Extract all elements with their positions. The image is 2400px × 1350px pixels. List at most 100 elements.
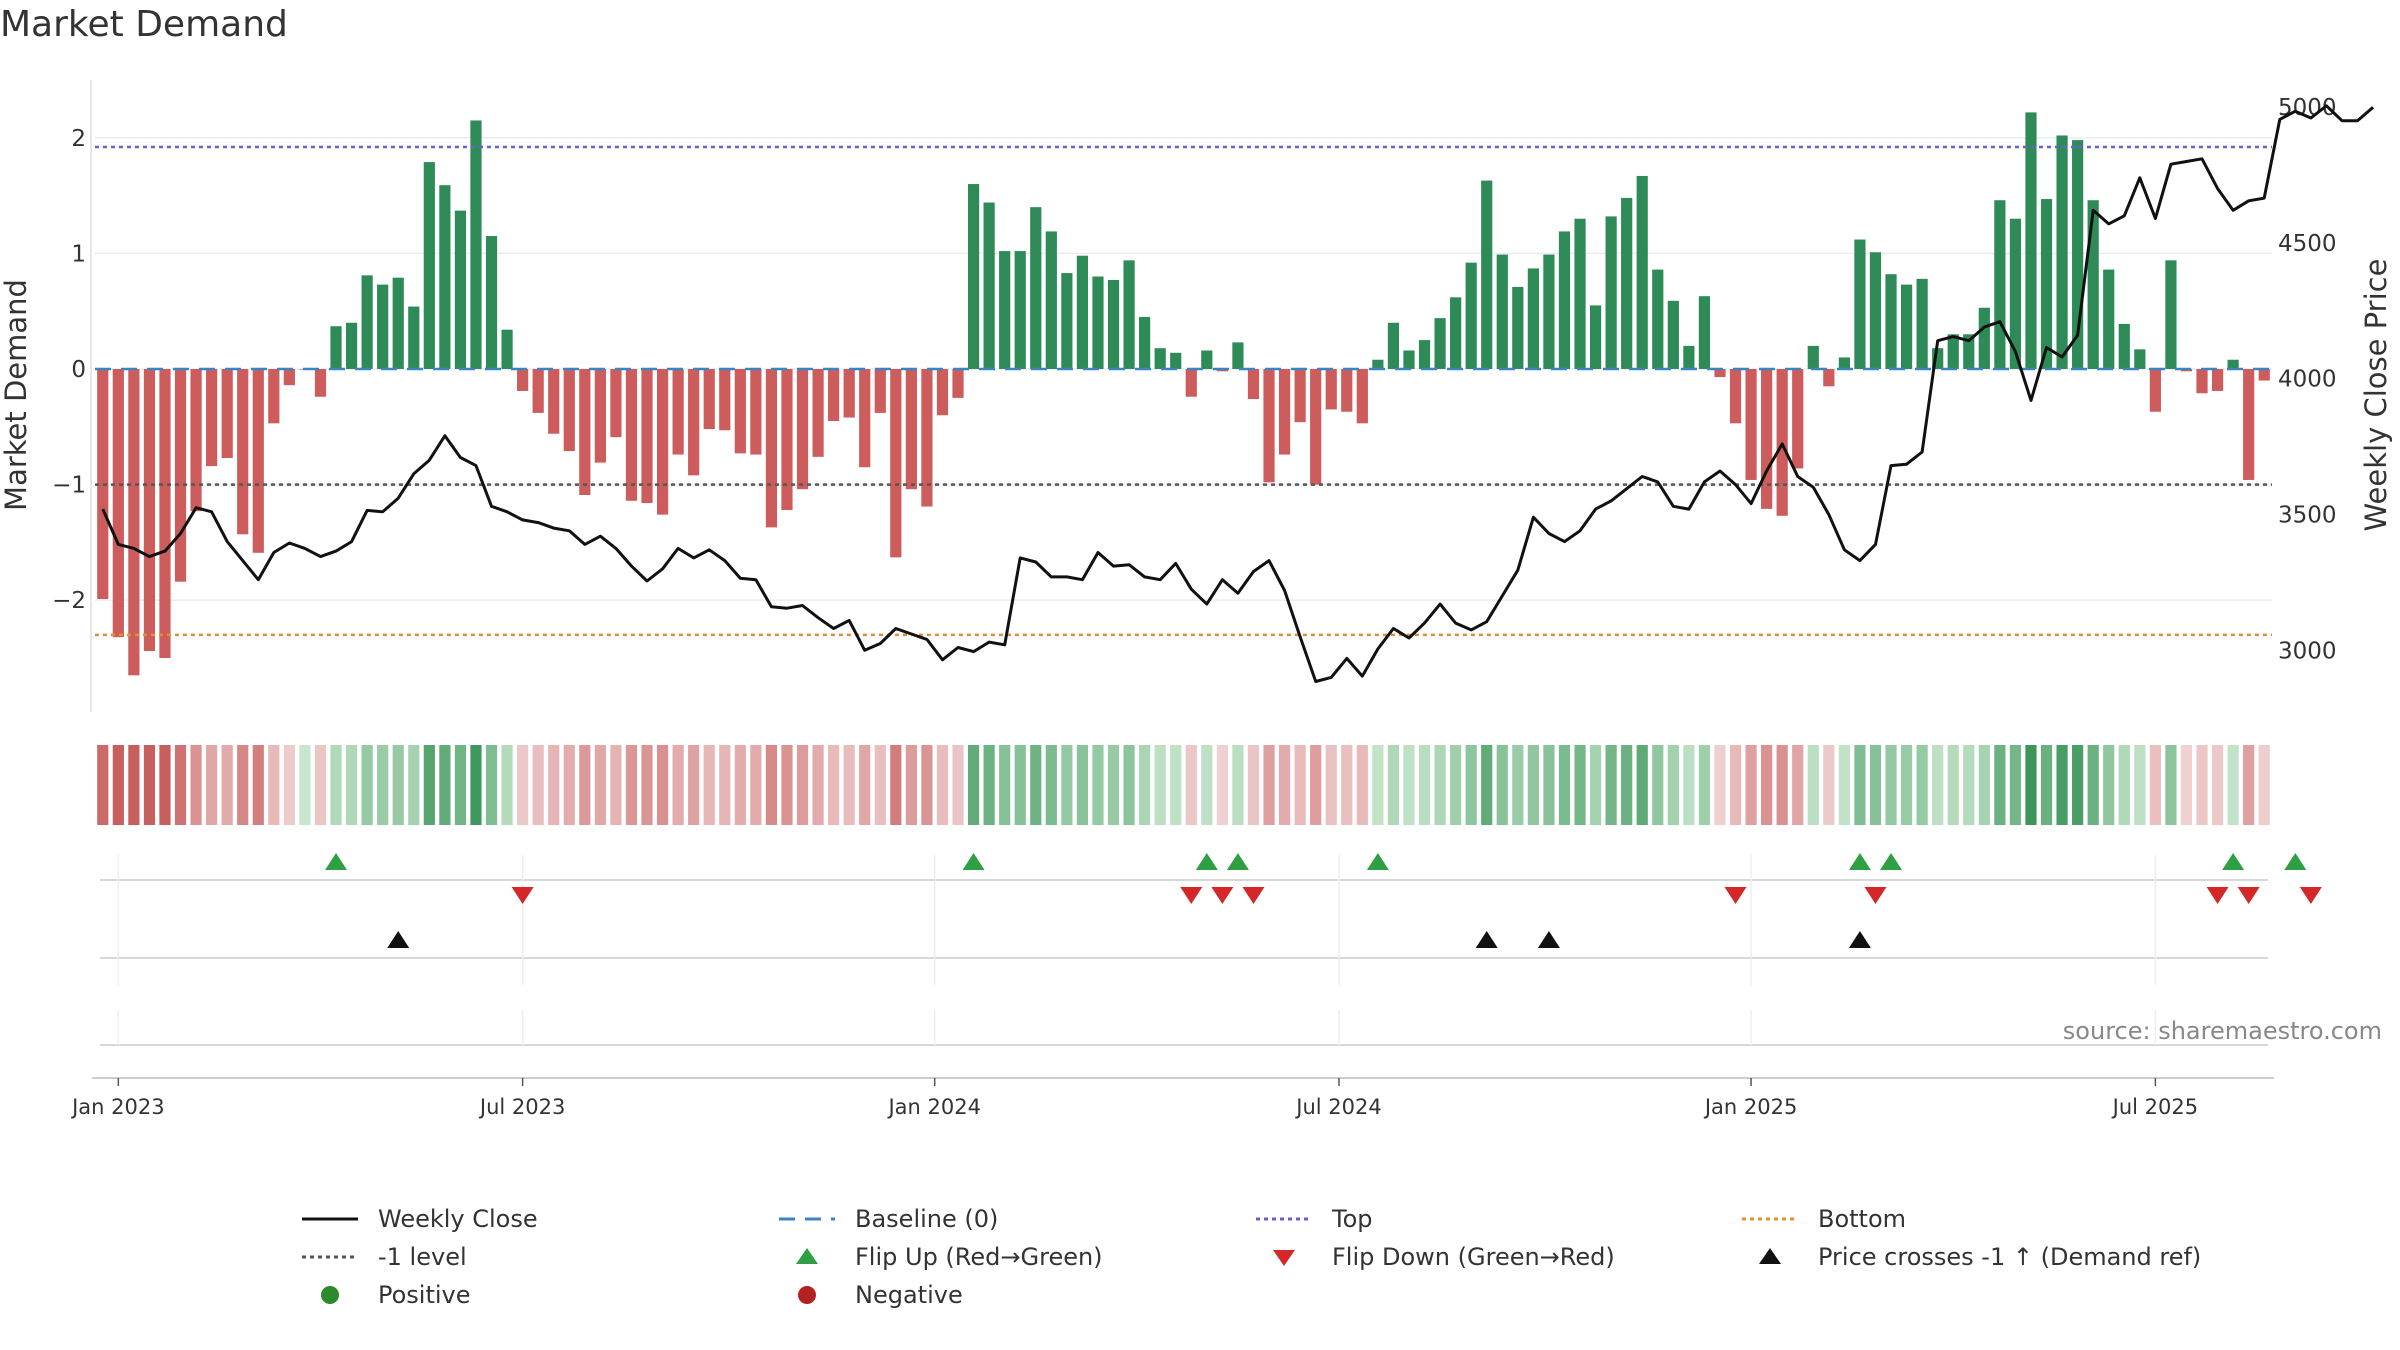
demand-strip-cell: [439, 745, 451, 825]
flip-up-marker: [1848, 853, 1871, 870]
demand-strip-cell: [1900, 745, 1913, 825]
negative-bar: [625, 368, 638, 501]
legend-top: Top: [1254, 1200, 1373, 1238]
flip-down-marker: [1864, 887, 1887, 904]
demand-strip-cell: [1201, 745, 1213, 825]
flip-down-marker: [1242, 887, 1265, 904]
negative-bar: [532, 368, 544, 413]
positive-bar: [1916, 278, 1928, 369]
demand-strip-cell: [1076, 745, 1089, 825]
negative-bar: [159, 368, 171, 658]
negative-bar: [688, 368, 700, 476]
negative-bar: [252, 368, 264, 553]
positive-bar: [1636, 175, 1648, 369]
negative-bar: [1325, 368, 1337, 410]
negative-bar: [936, 368, 949, 416]
left-tick-label: −1: [52, 473, 86, 499]
negative-bar: [579, 368, 591, 495]
legend-label: Negative: [855, 1281, 963, 1309]
positive-bar: [408, 306, 420, 369]
demand-strip-cell: [1792, 745, 1804, 825]
demand-strip-cell: [1574, 745, 1586, 825]
demand-strip-cell: [408, 745, 420, 825]
legend-dotted-line-icon: [1256, 1217, 1312, 1221]
demand-strip-cell: [936, 745, 949, 825]
flip-up-marker: [1880, 853, 1903, 870]
positive-bar: [2056, 135, 2068, 369]
demand-strip-cell: [314, 745, 327, 825]
positive-bar: [1076, 255, 1089, 369]
positive-bar: [967, 184, 980, 369]
flip-down-marker: [1724, 887, 1747, 904]
demand-strip-cell: [190, 745, 202, 825]
legend-dashed-line-icon: [779, 1217, 835, 1221]
demand-strip-cell: [1341, 745, 1353, 825]
demand-strip-cell: [1356, 745, 1368, 825]
negative-bar: [734, 368, 746, 454]
demand-strip-cell: [1154, 745, 1166, 825]
flip-down-marker: [1180, 887, 1203, 904]
positive-bar: [1107, 279, 1120, 369]
positive-bar: [1558, 231, 1571, 369]
negative-bar: [828, 368, 840, 422]
demand-strip-cell: [377, 745, 389, 825]
legend-bottom: Bottom: [1740, 1200, 1906, 1238]
demand-strip-cell: [1325, 745, 1337, 825]
demand-strip-cell: [1294, 745, 1306, 825]
positive-bar: [345, 322, 358, 369]
demand-strip-cell: [1947, 745, 1959, 825]
legend-dotted-line-icon: [302, 1255, 358, 1259]
positive-bar: [1372, 359, 1384, 369]
negative-bar: [563, 368, 575, 452]
demand-strip-cell: [921, 745, 933, 825]
demand-strip-cell: [812, 745, 824, 825]
demand-strip-cell: [1216, 745, 1228, 825]
flip-up-marker: [1366, 853, 1389, 870]
legend-flip-down: Flip Down (Green→Red): [1254, 1238, 1615, 1276]
legend-label: Baseline (0): [855, 1205, 999, 1233]
positive-bar: [1589, 305, 1602, 369]
demand-strip-cell: [1123, 745, 1135, 825]
negative-bar: [890, 368, 902, 558]
flip-down-marker: [1211, 887, 1234, 904]
demand-strip-cell: [1683, 745, 1695, 825]
positive-bar: [1947, 334, 1959, 369]
negative-bar: [1776, 368, 1788, 516]
demand-strip-cell: [97, 745, 109, 825]
demand-strip-cell: [1450, 745, 1462, 825]
demand-strip-cell: [1761, 745, 1773, 825]
positive-bar: [1574, 218, 1586, 369]
demand-strip-cell: [719, 745, 731, 825]
positive-bar: [1465, 262, 1477, 369]
demand-strip-cell: [1045, 745, 1057, 825]
x-tick-label: Jul 2023: [478, 1095, 565, 1119]
negative-bar: [268, 368, 280, 424]
demand-strip-cell: [703, 745, 715, 825]
positive-bar: [1512, 286, 1524, 369]
demand-strip-cell: [765, 745, 778, 825]
negative-bar: [812, 368, 824, 457]
negative-bar: [221, 368, 233, 458]
flip-up-marker: [962, 853, 985, 870]
negative-bar: [610, 368, 622, 438]
negative-bar: [1341, 368, 1353, 412]
left-axis-title: Market Demand: [0, 279, 33, 511]
positive-bar: [1885, 274, 1897, 369]
positive-bar: [1978, 307, 1990, 369]
flip-up-marker: [1226, 853, 1249, 870]
demand-strip-cell: [174, 745, 187, 825]
demand-strip-cell: [890, 745, 902, 825]
positive-bar: [361, 275, 373, 369]
negative-bar: [905, 368, 917, 490]
legend-price-cross: Price crosses -1 ↑ (Demand ref): [1740, 1238, 2201, 1276]
demand-strip-cell: [345, 745, 358, 825]
positive-bar: [501, 329, 513, 369]
negative-bar: [796, 368, 809, 490]
demand-strip-cell: [128, 745, 140, 825]
left-tick-label: 2: [71, 126, 86, 152]
demand-strip-cell: [2040, 745, 2053, 825]
demand-strip-cell: [1978, 745, 1990, 825]
positive-bar: [1481, 180, 1493, 369]
negative-bar: [921, 368, 933, 507]
negative-bar: [719, 368, 731, 431]
